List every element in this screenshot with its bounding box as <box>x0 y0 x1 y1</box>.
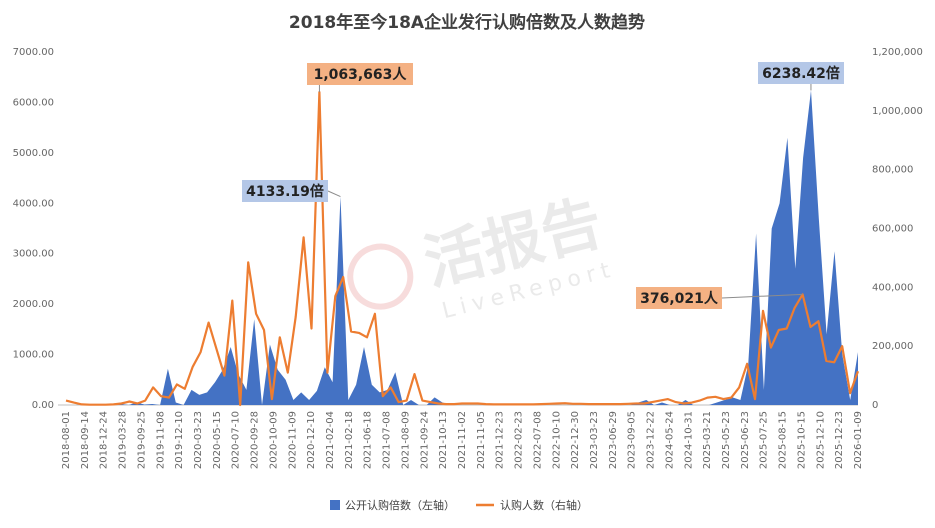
x-tick-label: 2026-01-09 <box>853 411 864 469</box>
right-tick-label: 1,000,000 <box>872 106 923 117</box>
left-tick-label: 4000.00 <box>13 198 54 209</box>
annotation-peak-subscribers-label: 1,063,663人 <box>314 66 408 83</box>
legend-swatch-area <box>330 500 340 510</box>
x-tick-label: 2020-10-09 <box>268 411 279 469</box>
x-tick-label: 2021-07-08 <box>382 411 393 469</box>
left-tick-label: 1000.00 <box>13 350 54 361</box>
right-tick-label: 200,000 <box>872 341 913 352</box>
x-tick-label: 2019-03-28 <box>118 411 129 469</box>
x-tick-label: 2021-12-23 <box>495 411 506 469</box>
x-tick-label: 2020-11-09 <box>287 411 298 469</box>
x-tick-label: 2020-12-10 <box>306 411 317 469</box>
plot-area <box>65 90 860 407</box>
x-tick-label: 2021-02-18 <box>344 411 355 469</box>
left-tick-label: 0.00 <box>32 400 54 411</box>
x-tick-label: 2019-09-25 <box>136 411 147 469</box>
right-tick-label: 600,000 <box>872 224 913 235</box>
x-tick-label: 2022-12-30 <box>570 411 581 469</box>
x-tick-label: 2021-11-05 <box>476 411 487 469</box>
left-axis: 0.00 1000.00 2000.00 3000.00 4000.00 5000.00 6… <box>13 47 54 411</box>
x-tick-label: 2023-06-29 <box>608 411 619 469</box>
x-tick-label: 2022-10-10 <box>551 411 562 469</box>
series-area-subscription-multiple <box>66 90 858 406</box>
series-line-subscribers <box>65 91 860 407</box>
x-tick-label: 2024-10-31 <box>683 411 694 469</box>
left-tick-label: 7000.00 <box>13 47 54 58</box>
x-tick-label: 2025-12-10 <box>815 411 826 469</box>
x-tick-label: 2020-07-10 <box>231 411 242 469</box>
x-tick-label: 2019-11-08 <box>155 411 166 469</box>
left-tick-label: 5000.00 <box>13 148 54 159</box>
annotation-peak-multiple-2025-label: 6238.42倍 <box>762 65 840 82</box>
right-axis: 0 200,000 400,000 600,000 800,000 1,000,000 1,… <box>872 47 923 411</box>
x-tick-label: 2022-07-08 <box>532 411 543 469</box>
x-tick-label: 2021-11-02 <box>457 411 468 469</box>
x-tick-label: 2025-07-25 <box>759 411 770 469</box>
x-tick-label: 2023-03-23 <box>589 411 600 469</box>
left-tick-label: 6000.00 <box>13 97 54 108</box>
x-tick-label: 2018-12-24 <box>99 411 110 469</box>
watermark-logo-icon <box>347 243 414 310</box>
x-tick-label: 2025-08-15 <box>778 411 789 469</box>
right-tick-label: 0 <box>872 400 878 411</box>
x-tick-label: 2025-03-21 <box>702 411 713 469</box>
x-tick-label: 2025-12-23 <box>834 411 845 469</box>
annotations: 1,063,663人 4133.19倍 6238.42倍 376,021人 <box>242 62 844 309</box>
x-tick-label: 2021-10-13 <box>438 411 449 469</box>
annotation-peak-multiple-2021-box <box>242 180 328 202</box>
x-tick-label: 2021-02-04 <box>325 411 336 469</box>
x-tick-label: 2023-09-05 <box>627 411 638 469</box>
right-tick-label: 1,200,000 <box>872 47 923 58</box>
x-tick-label: 2023-12-22 <box>646 411 657 469</box>
x-tick-label: 2022-02-23 <box>514 411 525 469</box>
legend: 公开认购倍数（左轴） 认购人数（右轴） <box>330 498 588 512</box>
annotation-peak-subscribers-box <box>307 63 413 85</box>
x-tick-label: 2021-08-09 <box>400 411 411 469</box>
x-tick-label: 2018-08-01 <box>61 411 72 469</box>
legend-label-line: 认购人数（右轴） <box>500 498 588 512</box>
annotation-recent-subscribers-leader <box>721 293 803 299</box>
x-tick-label: 2024-05-24 <box>664 411 675 469</box>
x-tick-label: 2018-09-14 <box>80 411 91 469</box>
x-tick-label: 2020-03-23 <box>193 411 204 469</box>
left-tick-label: 3000.00 <box>13 249 54 260</box>
annotation-recent-subscribers-label: 376,021人 <box>640 290 719 307</box>
annotation-peak-multiple-2021-leader <box>327 190 341 198</box>
watermark: 活报告 LiveReport <box>347 188 618 324</box>
annotation-peak-multiple-2021-label: 4133.19倍 <box>246 183 324 200</box>
x-tick-label: 2025-10-15 <box>796 411 807 469</box>
left-tick-label: 2000.00 <box>13 299 54 310</box>
x-tick-label: 2025-06-23 <box>740 411 751 469</box>
right-tick-label: 800,000 <box>872 165 913 176</box>
annotation-peak-multiple-2025-box <box>758 62 844 84</box>
x-tick-label: 2021-06-18 <box>363 411 374 469</box>
x-tick-label: 2019-12-10 <box>174 411 185 469</box>
x-tick-label: 2021-09-24 <box>419 411 430 469</box>
annotation-recent-subscribers-box <box>636 287 722 309</box>
chart-title: 2018年至今18A企业发行认购倍数及人数趋势 <box>289 12 645 33</box>
x-axis: 2018-08-01 2018-09-14 2018-12-24 2019-03-28… <box>58 404 864 469</box>
x-tick-label: 2020-09-28 <box>250 411 261 469</box>
x-tick-label: 2025-05-23 <box>721 411 732 469</box>
legend-label-area: 公开认购倍数（左轴） <box>345 498 455 512</box>
right-tick-label: 400,000 <box>872 282 913 293</box>
x-tick-label: 2020-05-15 <box>212 411 223 469</box>
